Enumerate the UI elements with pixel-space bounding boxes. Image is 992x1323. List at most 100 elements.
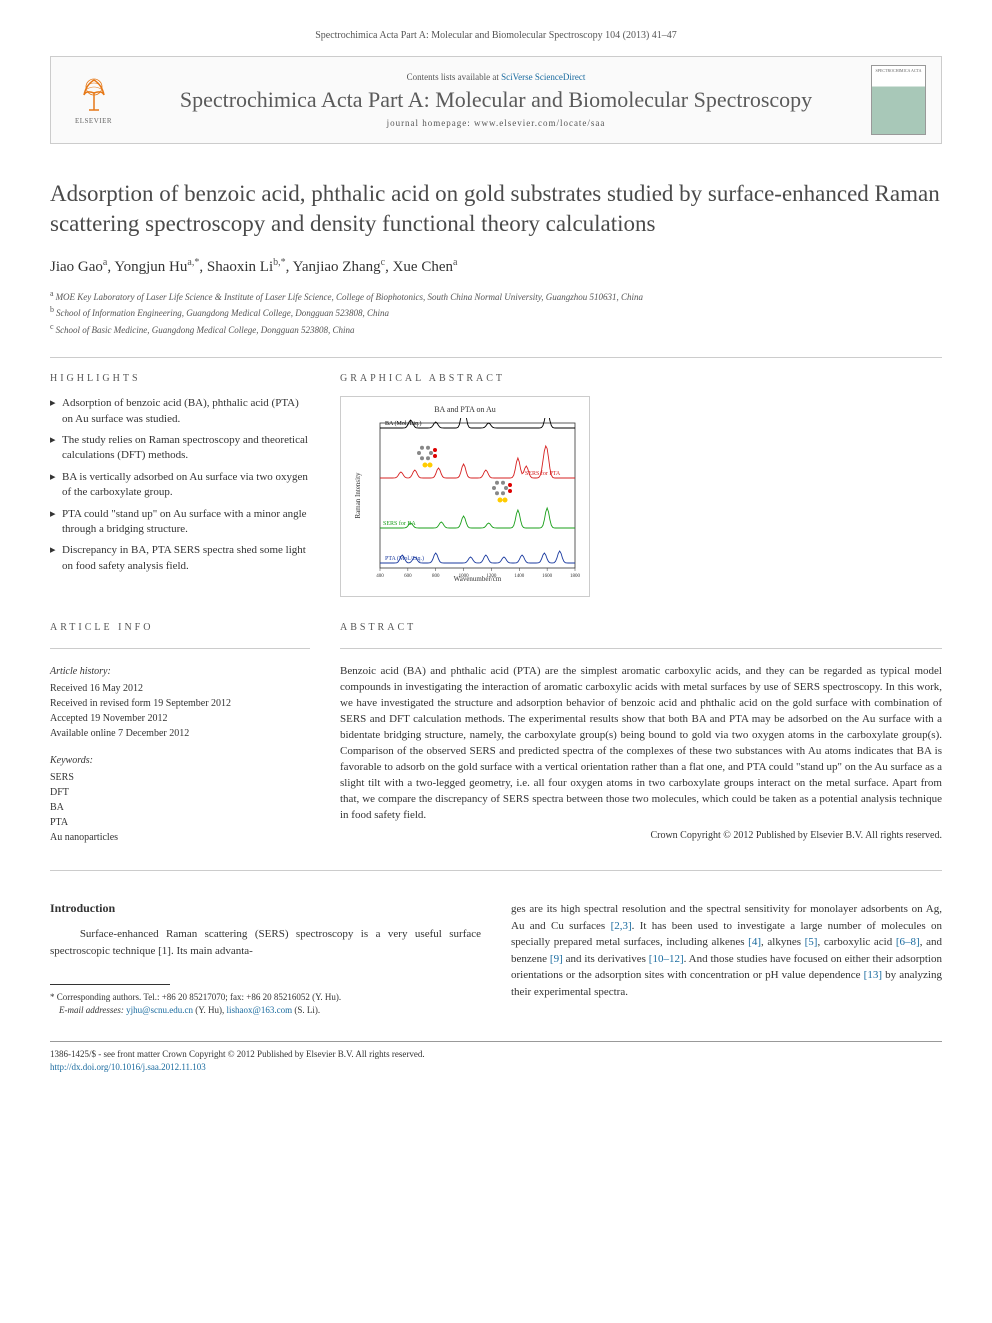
- divider: [50, 648, 310, 649]
- header-citation: Spectrochimica Acta Part A: Molecular an…: [50, 30, 942, 41]
- contents-prefix: Contents lists available at: [407, 72, 501, 82]
- ga-heading: GRAPHICAL ABSTRACT: [340, 373, 942, 384]
- author: Yongjun Hua,*,: [114, 259, 207, 275]
- affiliation: cSchool of Basic Medicine, Guangdong Med…: [50, 321, 942, 338]
- col2-mid3: , carboxylic acid: [817, 936, 895, 948]
- highlight-item: BA is vertically adsorbed on Au surface …: [50, 470, 310, 501]
- email1-suffix: (Y. Hu),: [193, 1005, 227, 1015]
- keyword: SERS: [50, 770, 310, 785]
- abstract-heading: ABSTRACT: [340, 622, 942, 633]
- divider: [50, 870, 942, 871]
- footer-divider: [50, 1041, 942, 1042]
- abstract-column: ABSTRACT Benzoic acid (BA) and phthalic …: [340, 622, 942, 845]
- elsevier-tree-icon: [74, 75, 114, 115]
- highlight-item: Discrepancy in BA, PTA SERS spectra shed…: [50, 543, 310, 574]
- body-columns: Introduction Surface-enhanced Raman scat…: [50, 901, 942, 1016]
- svg-text:1600: 1600: [542, 574, 553, 579]
- history-line: Accepted 19 November 2012: [50, 711, 310, 726]
- ref-link[interactable]: [4]: [748, 936, 761, 948]
- keyword: Au nanoparticles: [50, 830, 310, 845]
- keywords-list: SERSDFTBAPTAAu nanoparticles: [50, 770, 310, 845]
- author: Xue Chena: [393, 259, 458, 275]
- homepage-url[interactable]: www.elsevier.com/locate/saa: [474, 118, 605, 128]
- body-col-right: ges are its high spectral resolution and…: [511, 901, 942, 1016]
- svg-text:1000: 1000: [459, 574, 470, 579]
- corresponding-line: * Corresponding authors. Tel.: +86 20 85…: [50, 991, 481, 1004]
- info-abstract-row: ARTICLE INFO Article history: Received 1…: [50, 622, 942, 845]
- highlights-list: Adsorption of benzoic acid (BA), phthali…: [50, 396, 310, 574]
- page-footer: 1386-1425/$ - see front matter Crown Cop…: [50, 1041, 942, 1073]
- col2-mid2: , alkynes: [761, 936, 805, 948]
- history-line: Received in revised form 19 September 20…: [50, 696, 310, 711]
- email-label: E-mail addresses:: [59, 1005, 126, 1015]
- svg-text:PTA (Mol./Liq.): PTA (Mol./Liq.): [385, 555, 424, 562]
- highlight-item: PTA could "stand up" on Au surface with …: [50, 507, 310, 538]
- ref-link[interactable]: [6–8]: [896, 936, 920, 948]
- article-title: Adsorption of benzoic acid, phthalic aci…: [50, 179, 942, 239]
- author: Shaoxin Lib,*,: [207, 259, 293, 275]
- keyword: PTA: [50, 815, 310, 830]
- intro-text-col2: ges are its high spectral resolution and…: [511, 901, 942, 1000]
- elsevier-logo[interactable]: ELSEVIER: [66, 70, 121, 130]
- ref-link[interactable]: [2,3]: [611, 920, 632, 932]
- highlights-ga-row: HIGHLIGHTS Adsorption of benzoic acid (B…: [50, 373, 942, 597]
- highlights-column: HIGHLIGHTS Adsorption of benzoic acid (B…: [50, 373, 310, 597]
- svg-text:SERS for BA: SERS for BA: [383, 520, 416, 527]
- graphical-abstract-box: BA and PTA on Au Raman IntensityWavenumb…: [340, 396, 590, 597]
- body-col-left: Introduction Surface-enhanced Raman scat…: [50, 901, 481, 1016]
- ref-link[interactable]: [5]: [805, 936, 818, 948]
- history-label: Article history:: [50, 664, 310, 679]
- doi-link[interactable]: http://dx.doi.org/10.1016/j.saa.2012.11.…: [50, 1062, 206, 1072]
- highlight-item: Adsorption of benzoic acid (BA), phthali…: [50, 396, 310, 427]
- highlights-heading: HIGHLIGHTS: [50, 373, 310, 384]
- corresponding-footnote: * Corresponding authors. Tel.: +86 20 85…: [50, 991, 481, 1016]
- article-info-column: ARTICLE INFO Article history: Received 1…: [50, 622, 310, 845]
- journal-header-center: Contents lists available at SciVerse Sci…: [136, 72, 856, 128]
- keyword: BA: [50, 800, 310, 815]
- affiliations: aMOE Key Laboratory of Laser Life Scienc…: [50, 288, 942, 338]
- col2-mid5: and its derivatives: [563, 953, 649, 965]
- ga-chart-title: BA and PTA on Au: [349, 405, 581, 414]
- svg-text:600: 600: [404, 574, 412, 579]
- col1-text: Surface-enhanced Raman scattering (SERS)…: [50, 928, 481, 957]
- authors-list: Jiao Gaoa, Yongjun Hua,*, Shaoxin Lib,*,…: [50, 257, 942, 276]
- cover-text: SPECTROCHIMICA ACTA: [874, 69, 923, 73]
- svg-text:1400: 1400: [514, 574, 525, 579]
- affiliation: bSchool of Information Engineering, Guan…: [50, 304, 942, 321]
- scidir-link[interactable]: SciVerse ScienceDirect: [501, 72, 585, 82]
- journal-name: Spectrochimica Acta Part A: Molecular an…: [136, 86, 856, 114]
- svg-text:1200: 1200: [486, 574, 497, 579]
- svg-text:800: 800: [432, 574, 440, 579]
- ref-link[interactable]: [9]: [550, 953, 563, 965]
- svg-text:400: 400: [376, 574, 384, 579]
- journal-header: ELSEVIER Contents lists available at Sci…: [50, 56, 942, 144]
- abstract-copyright: Crown Copyright © 2012 Published by Else…: [340, 830, 942, 841]
- affiliation: aMOE Key Laboratory of Laser Life Scienc…: [50, 288, 942, 305]
- history-line: Available online 7 December 2012: [50, 726, 310, 741]
- elsevier-text: ELSEVIER: [75, 117, 112, 125]
- footnote-divider: [50, 984, 170, 985]
- svg-text:1800: 1800: [570, 574, 581, 579]
- history-line: Received 16 May 2012: [50, 681, 310, 696]
- highlight-item: The study relies on Raman spectroscopy a…: [50, 433, 310, 464]
- journal-cover-thumb[interactable]: SPECTROCHIMICA ACTA: [871, 65, 926, 135]
- email-link-2[interactable]: lishaox@163.com: [227, 1005, 293, 1015]
- author: Yanjiao Zhangc,: [293, 259, 393, 275]
- email2-suffix: (S. Li).: [292, 1005, 320, 1015]
- graphical-abstract-column: GRAPHICAL ABSTRACT BA and PTA on Au Rama…: [340, 373, 942, 597]
- author: Jiao Gaoa,: [50, 259, 114, 275]
- intro-heading: Introduction: [50, 901, 481, 916]
- keywords-label: Keywords:: [50, 753, 310, 768]
- article-info-heading: ARTICLE INFO: [50, 622, 310, 633]
- keyword: DFT: [50, 785, 310, 800]
- ref-link[interactable]: [13]: [864, 969, 882, 981]
- divider: [50, 357, 942, 358]
- homepage-prefix: journal homepage:: [387, 118, 474, 128]
- divider: [340, 648, 942, 649]
- ga-chart: Raman IntensityWavenumber/cm400600800100…: [349, 418, 581, 583]
- ref-link[interactable]: [10–12]: [649, 953, 684, 965]
- svg-text:BA (Mol./Liq.): BA (Mol./Liq.): [385, 420, 422, 427]
- journal-homepage: journal homepage: www.elsevier.com/locat…: [136, 118, 856, 128]
- email-link-1[interactable]: yjhu@scnu.edu.cn: [126, 1005, 193, 1015]
- contents-line: Contents lists available at SciVerse Sci…: [136, 72, 856, 82]
